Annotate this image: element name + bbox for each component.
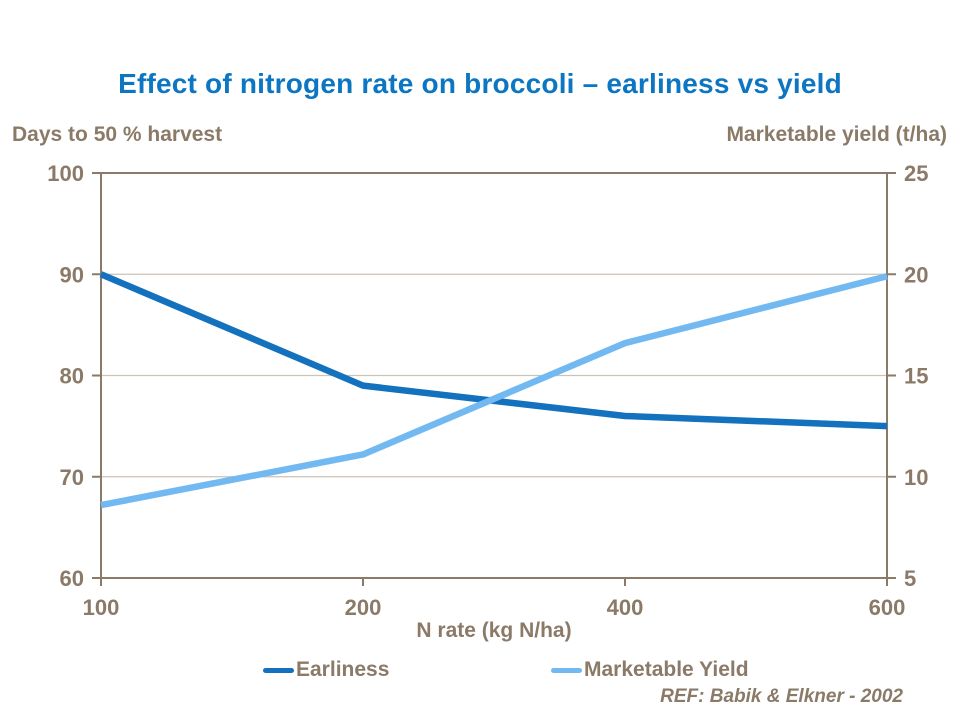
left-axis-title: Days to 50 % harvest <box>12 123 223 146</box>
x-axis-title: N rate (kg N/ha) <box>416 619 572 642</box>
earliness-line-swatch-icon <box>263 667 294 673</box>
legend-item-earliness: Earliness <box>263 658 389 682</box>
x-tick-label: 100 <box>83 595 120 620</box>
x-tick-label: 400 <box>607 595 644 620</box>
left-tick-label: 100 <box>47 161 84 186</box>
earliness-line <box>99 271 888 430</box>
right-tick-label: 15 <box>904 364 928 389</box>
left-tick-label: 60 <box>60 566 84 591</box>
right-tick-label: 10 <box>904 465 928 490</box>
marketable-yield-line-swatch-icon <box>551 667 582 673</box>
chart-title: Effect of nitrogen rate on broccoli – ea… <box>118 68 842 99</box>
reference-note: REF: Babik & Elkner - 2002 <box>660 686 903 707</box>
x-tick-label: 600 <box>869 595 906 620</box>
left-tick-label: 70 <box>60 465 84 490</box>
left-tick-label: 90 <box>60 262 84 287</box>
legend-item-marketable-yield: Marketable Yield <box>551 658 749 682</box>
right-tick-label: 20 <box>904 262 928 287</box>
left-tick-label: 80 <box>60 364 84 389</box>
right-axis-title: Marketable yield (t/ha) <box>726 123 947 146</box>
right-tick-label: 5 <box>904 566 916 591</box>
x-tick-label: 200 <box>345 595 382 620</box>
right-tick-label: 25 <box>904 161 928 186</box>
legend-label-earliness: Earliness <box>296 658 390 681</box>
marketable-yield-line <box>100 273 888 509</box>
legend-label-marketable-yield: Marketable Yield <box>584 658 749 681</box>
